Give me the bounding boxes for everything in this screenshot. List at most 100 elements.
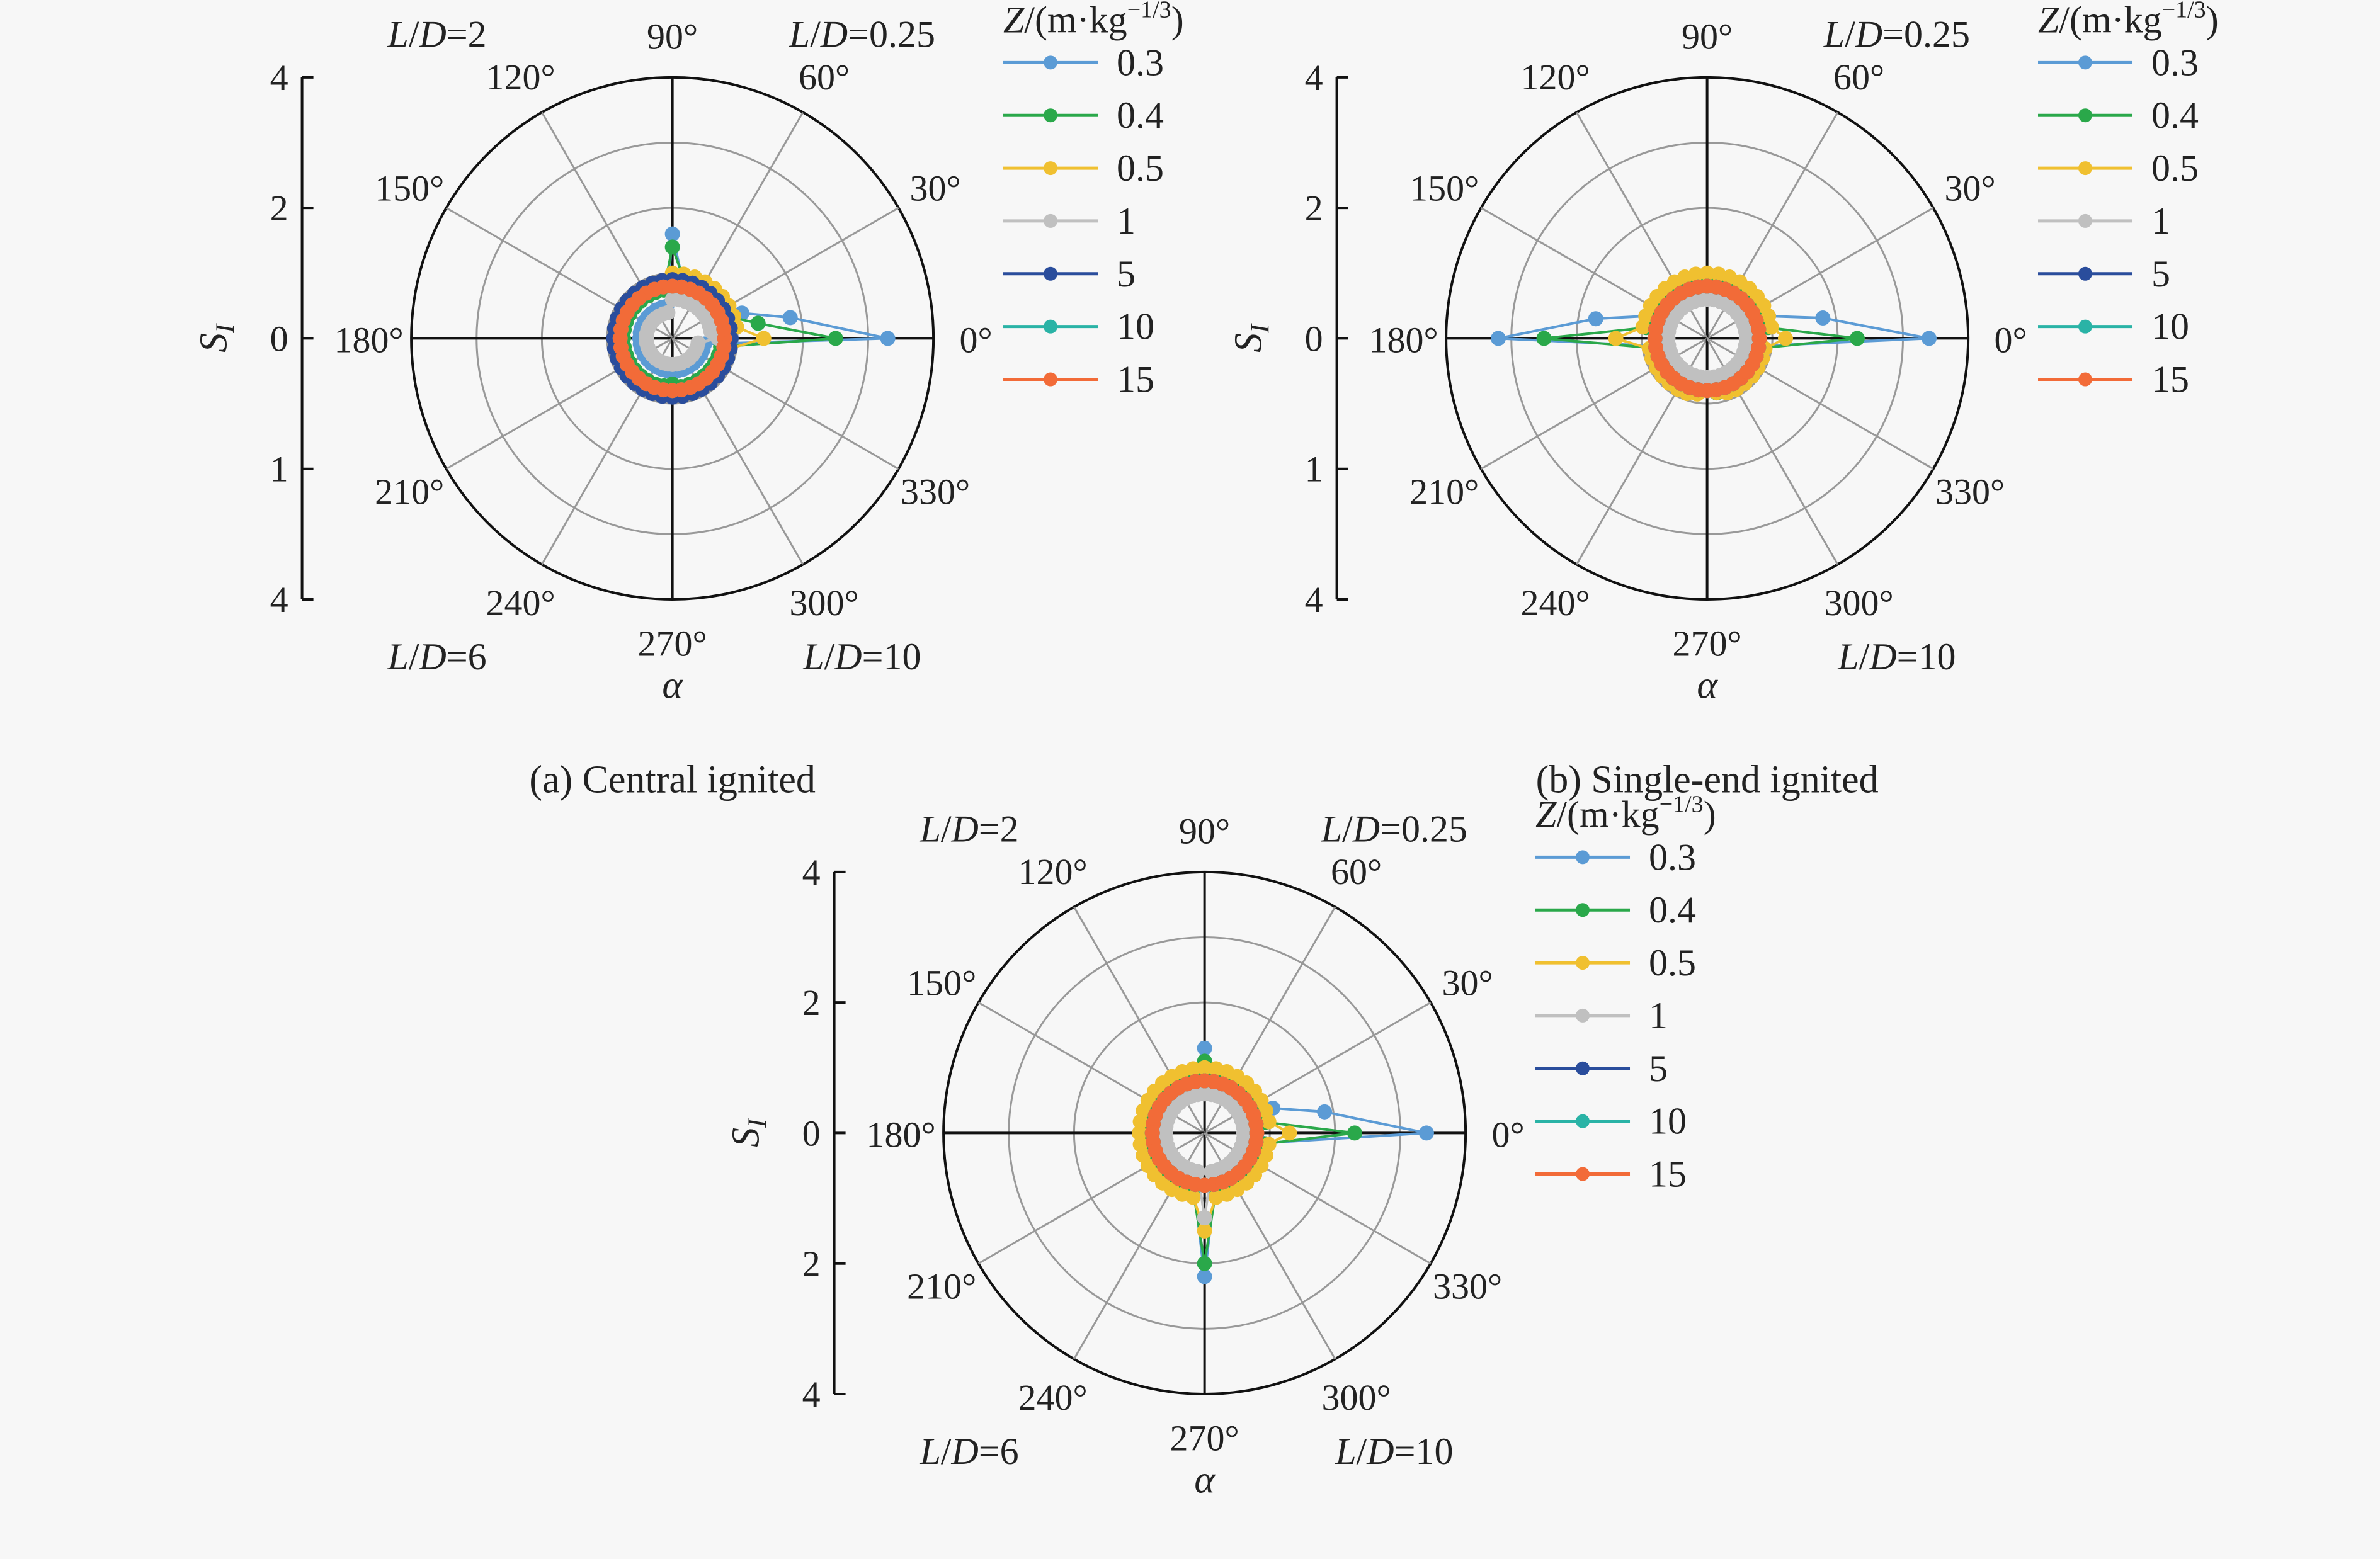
angle-tick-label: 120° [1018, 851, 1088, 892]
series-point [1347, 1125, 1362, 1141]
quadrant-label-bottom-left: L/D=6 [919, 1431, 1018, 1472]
series-point [1197, 1269, 1212, 1284]
radial-tick-label: 4 [802, 1374, 821, 1415]
panel-double-end-ignited: 0° 30° 60° 90° 120° 150° 180° 210° 240° 270° 300° 3… [725, 791, 1716, 1559]
angle-axis-label: α [1194, 1459, 1216, 1502]
series-point [1738, 337, 1753, 353]
radial-axis-label-sub: I [744, 1118, 773, 1128]
angle-tick-label: 60° [799, 57, 850, 98]
panel-central-ignited: 0° 30° 60° 90° 120° 150° 180° 210° 240° 270° 300° 3… [193, 0, 1184, 802]
legend-swatch-marker [1576, 1008, 1590, 1023]
series-point [1261, 1137, 1277, 1152]
panel-caption: (b) Single-end ignited [1536, 759, 1879, 802]
angle-tick-label: 90° [647, 16, 698, 57]
series-point [1197, 1040, 1212, 1056]
legend-swatch-marker [1044, 319, 1058, 334]
radial-axis-label: SI [1227, 323, 1275, 353]
series-point [1699, 265, 1715, 281]
angle-tick-label: 330° [1935, 471, 2005, 512]
angle-tick-label: 240° [1521, 582, 1590, 623]
radial-tick-label: 4 [1305, 579, 1323, 620]
quadrant-label-bottom-right: L/D=10 [802, 636, 921, 677]
angle-tick-label: 300° [1825, 582, 1894, 623]
series-point [1777, 331, 1793, 346]
angle-tick-label: 330° [901, 471, 970, 512]
legend-swatch-marker [2078, 108, 2093, 123]
series-point [1197, 1256, 1212, 1271]
legend-entry-label: 10 [2151, 306, 2189, 348]
series-point [716, 339, 732, 355]
legend-entry-label: 15 [1117, 359, 1154, 400]
legend-entry-label: 0.3 [1649, 836, 1696, 878]
series-point [1849, 331, 1865, 346]
series-point [690, 335, 706, 351]
legend-swatch-marker [1044, 372, 1058, 387]
series-point [1317, 1104, 1333, 1120]
legend-entry-label: 15 [2151, 359, 2189, 400]
legend-swatch-marker [1044, 266, 1058, 281]
legend-swatch-marker [2078, 372, 2093, 387]
radial-tick-label: 0 [1305, 318, 1323, 359]
legend-entry-label: 5 [1649, 1048, 1668, 1089]
legend-swatch-marker [2078, 266, 2093, 281]
angle-tick-label: 30° [909, 167, 960, 208]
angle-tick-label: 90° [1179, 810, 1230, 851]
legend-swatch-marker [1576, 850, 1590, 865]
series-point [828, 331, 843, 346]
angle-tick-label: 180° [867, 1114, 936, 1155]
angle-tick-label: 120° [486, 57, 555, 98]
angle-tick-label: 30° [1442, 962, 1493, 1003]
series-point [880, 331, 896, 346]
quadrant-label-bottom-right: L/D=10 [1837, 636, 1956, 677]
series-point [1235, 1132, 1251, 1148]
legend-entry-label: 0.4 [1649, 889, 1696, 931]
angle-tick-label: 270° [1673, 623, 1742, 664]
angle-tick-label: 90° [1682, 16, 1733, 57]
angle-tick-label: 300° [1322, 1377, 1391, 1418]
legend-entry-label: 5 [1117, 253, 1136, 295]
series-point [664, 239, 680, 255]
radial-tick-label: 0 [270, 318, 288, 359]
angle-tick-label: 0° [1995, 319, 2027, 360]
angle-tick-label: 150° [907, 962, 976, 1003]
legend-entry-label: 0.5 [1117, 147, 1164, 189]
radial-tick-label: 0 [802, 1113, 821, 1154]
series-point [1536, 331, 1552, 346]
legend-entry-label: 0.3 [2151, 42, 2199, 83]
series-point [750, 315, 766, 331]
series-point [1711, 266, 1726, 282]
legend-swatch-marker [1044, 213, 1058, 228]
legend-swatch-marker [2078, 319, 2093, 334]
series-point [1197, 1210, 1212, 1226]
series-point [1132, 1114, 1148, 1130]
legend-swatch-marker [1044, 55, 1058, 70]
quadrant-label-top-left: L/D=2 [919, 808, 1018, 850]
legend-entry-label: 10 [1117, 306, 1154, 348]
legend-entry-label: 1 [1117, 200, 1136, 242]
radial-tick-label: 4 [802, 852, 821, 893]
angle-tick-label: 210° [907, 1266, 976, 1307]
series-point [756, 331, 772, 346]
angle-tick-label: 60° [1833, 57, 1884, 98]
series-point [1197, 1060, 1212, 1075]
legend-title: Z/(m·kg−1/3) [2038, 0, 2219, 40]
radial-tick-label: 2 [270, 188, 288, 229]
angle-tick-label: 240° [1018, 1377, 1088, 1418]
legend-title: Z/(m·kg−1/3) [1535, 791, 1716, 835]
legend-title: Z/(m·kg−1/3) [1003, 0, 1184, 40]
angle-tick-label: 0° [1492, 1114, 1525, 1155]
quadrant-label-top-left: L/D=2 [387, 14, 486, 55]
series-point [1132, 1125, 1147, 1141]
series-point [664, 292, 680, 307]
series-point [1751, 339, 1767, 355]
series-point [1635, 319, 1651, 335]
series-point [1185, 1189, 1201, 1205]
legend-entry-label: 1 [1649, 995, 1668, 1036]
legend-entry-label: 0.5 [1649, 942, 1696, 984]
legend-swatch-marker [1576, 1114, 1590, 1128]
radial-tick-label: 4 [270, 57, 288, 98]
angle-tick-label: 270° [638, 623, 707, 664]
angle-tick-label: 210° [375, 471, 444, 512]
series-point [664, 226, 680, 242]
series-point [1588, 311, 1603, 327]
